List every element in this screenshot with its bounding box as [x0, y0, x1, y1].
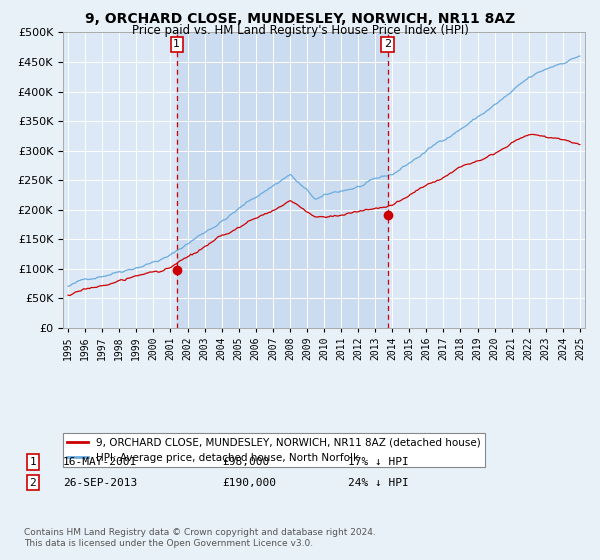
Text: 24% ↓ HPI: 24% ↓ HPI: [348, 478, 409, 488]
Text: 9, ORCHARD CLOSE, MUNDESLEY, NORWICH, NR11 8AZ: 9, ORCHARD CLOSE, MUNDESLEY, NORWICH, NR…: [85, 12, 515, 26]
Text: 2: 2: [29, 478, 37, 488]
Text: £98,000: £98,000: [222, 457, 269, 467]
Legend: 9, ORCHARD CLOSE, MUNDESLEY, NORWICH, NR11 8AZ (detached house), HPI: Average pr: 9, ORCHARD CLOSE, MUNDESLEY, NORWICH, NR…: [63, 433, 485, 466]
Text: 17% ↓ HPI: 17% ↓ HPI: [348, 457, 409, 467]
Bar: [177, 32, 388, 328]
Text: Price paid vs. HM Land Registry's House Price Index (HPI): Price paid vs. HM Land Registry's House …: [131, 24, 469, 37]
Text: 2: 2: [384, 39, 391, 49]
Text: 16-MAY-2001: 16-MAY-2001: [63, 457, 137, 467]
Text: £190,000: £190,000: [222, 478, 276, 488]
Text: 1: 1: [29, 457, 37, 467]
Text: 1: 1: [173, 39, 180, 49]
Text: 26-SEP-2013: 26-SEP-2013: [63, 478, 137, 488]
Text: Contains HM Land Registry data © Crown copyright and database right 2024.
This d: Contains HM Land Registry data © Crown c…: [24, 528, 376, 548]
